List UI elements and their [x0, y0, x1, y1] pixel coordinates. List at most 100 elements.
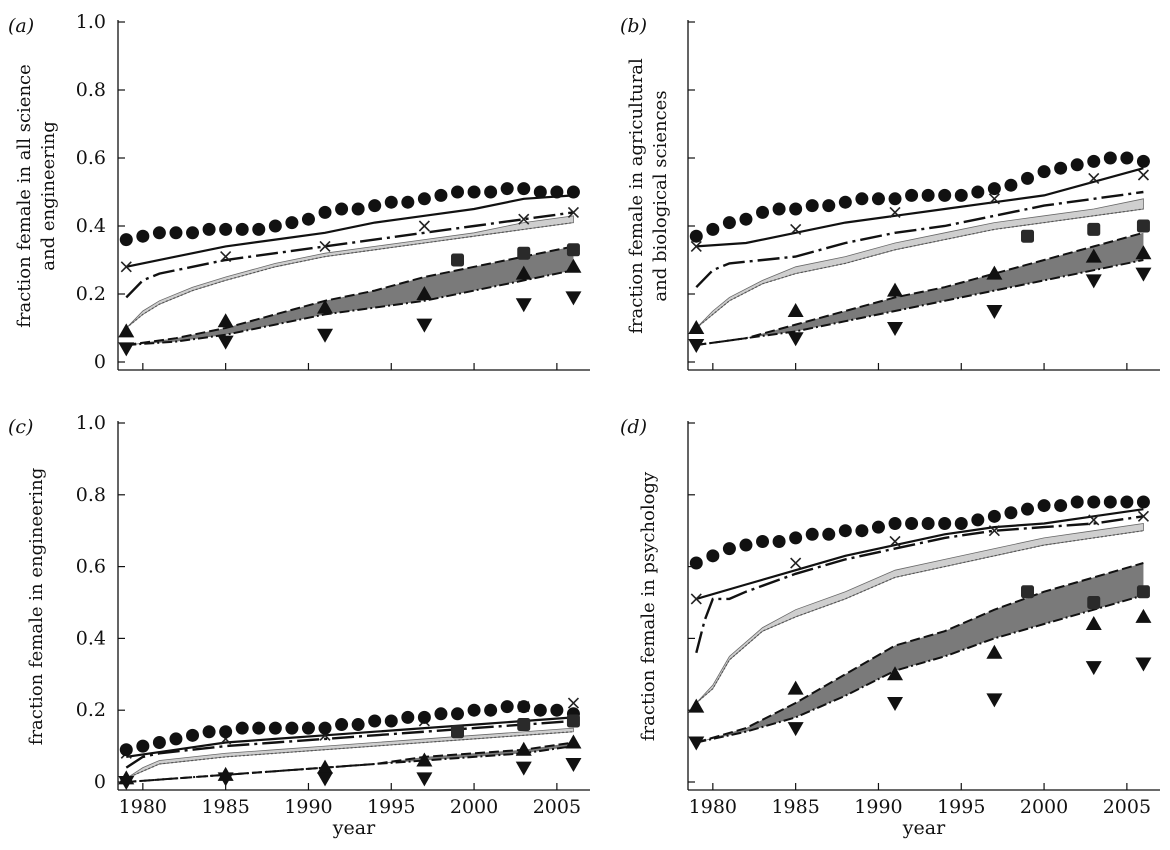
- x-tick-label: 1980: [689, 796, 737, 818]
- triangle-up-point: [887, 282, 904, 297]
- triangle-up-point: [787, 680, 804, 695]
- circle-point: [384, 714, 398, 728]
- x-tick-label: 2005: [1103, 796, 1151, 818]
- triangle-down-point: [118, 776, 135, 790]
- square-point: [517, 718, 531, 732]
- triangle-up-point: [317, 759, 334, 774]
- panel-letter: (a): [8, 15, 34, 37]
- circle-point: [987, 182, 1001, 196]
- triangle-up-point: [688, 698, 705, 713]
- triangle-up-point: [986, 644, 1003, 659]
- y-tick-label: 0.8: [76, 484, 106, 506]
- circle-point: [533, 185, 547, 199]
- y-tick-label: 1.0: [76, 11, 106, 33]
- x-marker-stroke: [567, 206, 580, 218]
- triangle-down-point: [1135, 657, 1152, 672]
- circle-point: [1087, 154, 1101, 168]
- dark-band-lower: [126, 745, 574, 783]
- y-tick-label: 0: [94, 351, 106, 373]
- circle-point: [1103, 151, 1117, 165]
- x-marker-stroke: [889, 535, 901, 548]
- triangle-down-point: [887, 322, 904, 336]
- dashed-line: [695, 515, 1144, 654]
- circle-point: [268, 721, 282, 735]
- x-marker-stroke: [988, 193, 1000, 205]
- triangle-down-point: [317, 772, 334, 787]
- circle-point: [855, 524, 869, 538]
- square-point: [566, 714, 580, 728]
- circle-point: [1136, 154, 1150, 168]
- circle-point: [417, 192, 431, 206]
- circle-point: [905, 517, 919, 531]
- circle-point: [301, 212, 315, 226]
- triangle-up-point: [565, 734, 582, 749]
- circle-point: [1070, 158, 1084, 172]
- solid-line: [695, 508, 1144, 600]
- dark-band-upper: [696, 231, 1144, 346]
- x-tick-label: 1980: [119, 796, 167, 818]
- dark-band: [696, 563, 1144, 743]
- circle-point: [1103, 495, 1117, 509]
- y-axis-title: fraction female in agricultural: [626, 58, 647, 334]
- triangle-down-point: [787, 722, 804, 737]
- circle-point: [252, 721, 266, 735]
- x-marker-stroke: [790, 557, 802, 569]
- circle-point: [1120, 495, 1134, 509]
- circle-point: [252, 222, 266, 236]
- triangle-up-point: [1085, 616, 1102, 631]
- circle-point: [351, 718, 365, 732]
- circle-point: [954, 188, 968, 202]
- circle-point: [136, 229, 150, 243]
- circle-point: [1037, 499, 1051, 513]
- y-tick-label: 0.8: [76, 79, 106, 101]
- x-axis-title: year: [902, 817, 946, 839]
- circle-point: [467, 703, 481, 717]
- triangle-up-point: [217, 313, 234, 328]
- x-marker-stroke: [889, 206, 901, 218]
- circle-point: [401, 710, 415, 724]
- circle-point: [706, 549, 720, 563]
- triangle-down-point: [565, 758, 582, 773]
- x-marker-stroke: [518, 213, 530, 225]
- circle-point: [169, 226, 183, 240]
- dashed-line: [125, 211, 574, 299]
- circle-point: [335, 202, 349, 216]
- circle-point: [484, 703, 498, 717]
- triangle-down-point: [317, 328, 334, 343]
- y-axis-title: and biological sciences: [650, 90, 671, 301]
- circle-point: [517, 700, 531, 714]
- circle-point: [268, 219, 282, 233]
- square-point: [1136, 219, 1150, 233]
- circle-point: [1021, 171, 1035, 185]
- x-marker-stroke: [690, 240, 702, 252]
- circle-point: [822, 199, 836, 213]
- circle-point: [500, 700, 514, 714]
- panel-letter: (d): [620, 416, 647, 438]
- circle-point: [1070, 495, 1084, 509]
- x-marker: [690, 593, 702, 605]
- circle-point: [318, 721, 332, 735]
- circle-point: [772, 202, 786, 216]
- circle-point: [533, 703, 547, 717]
- x-marker-stroke: [1137, 510, 1150, 522]
- circle-point: [566, 185, 580, 199]
- x-tick-label: 1990: [854, 796, 902, 818]
- triangle-up-point: [416, 752, 433, 767]
- triangle-down-point: [515, 298, 532, 313]
- circle-point: [756, 205, 770, 219]
- x-tick-label: 1990: [284, 796, 332, 818]
- x-tick-label: 1995: [367, 796, 415, 818]
- circle-point: [235, 721, 249, 735]
- x-marker: [988, 193, 1000, 205]
- circle-point: [119, 743, 133, 757]
- x-marker: [319, 240, 331, 252]
- square-point: [1136, 585, 1150, 599]
- circle-point: [285, 721, 299, 735]
- dark-band-upper: [126, 245, 574, 346]
- dashed-line: [695, 190, 1144, 289]
- panel-letter: (b): [620, 15, 647, 37]
- x-marker: [1088, 514, 1100, 526]
- triangle-down-point: [787, 332, 804, 347]
- circle-point: [186, 226, 200, 240]
- panel-d: 1980 1985 1990 1995 2000 2005 year (d) fraction …: [620, 416, 1160, 839]
